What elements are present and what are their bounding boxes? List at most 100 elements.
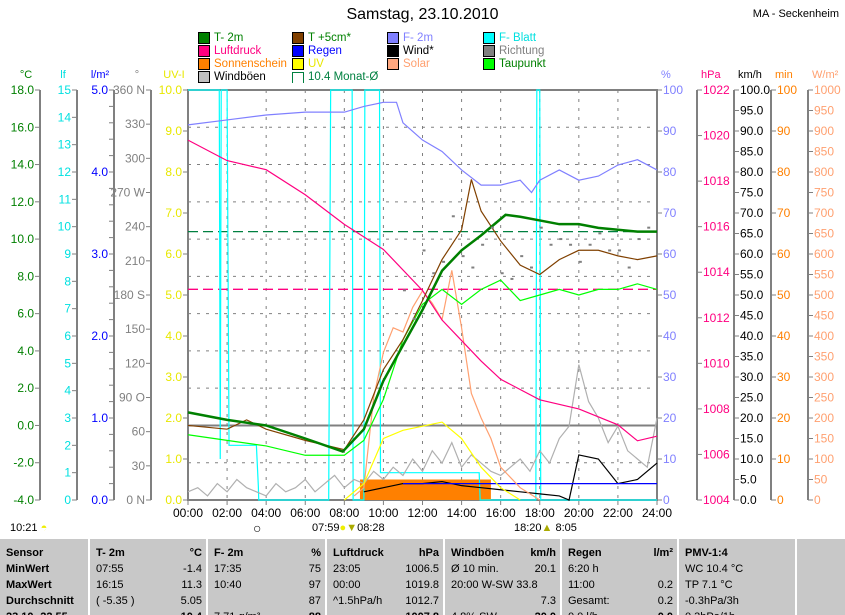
table-cell-row: 07:55 -1.4 xyxy=(96,561,202,577)
wind-direction-point xyxy=(569,243,573,246)
legend-item: F- Blatt xyxy=(483,32,536,44)
column-unit: km/h xyxy=(530,547,556,559)
legend-label: F- 2m xyxy=(403,32,434,44)
table-cell-row: 20:00 W-SW 33.8 xyxy=(451,577,556,593)
wind-direction-point xyxy=(490,226,494,229)
cell-value: 11.3 xyxy=(181,579,202,591)
axis-tick-label-wind: 15.0 xyxy=(740,432,764,446)
axis-tick-label-temp: 6.0 xyxy=(17,307,34,321)
cell-value: 1007.8 xyxy=(405,609,439,615)
legend-label: Luftdruck xyxy=(214,45,262,57)
table-cell-row: 6:20 h xyxy=(568,561,673,577)
axis-tick-label-wind: 20.0 xyxy=(740,411,764,425)
axis-tick-label-press: 1020 xyxy=(703,129,730,143)
axis-tick-label-solar: 50 xyxy=(814,473,828,487)
axis-tick-label-rain: 0.0 xyxy=(91,493,108,507)
cell-value: 20.0 xyxy=(535,609,556,615)
legend-label: F- Blatt xyxy=(499,32,537,44)
table-cell-row: WC 10.4 °C xyxy=(685,561,791,577)
row-label: 23.10.-22.55 xyxy=(6,609,68,615)
axis-tick-label-dir: 150 xyxy=(125,322,145,336)
wind-direction-point xyxy=(588,243,592,246)
axis-tick-label-press: 1004 xyxy=(703,493,730,507)
axis-tick-label-solar: 250 xyxy=(814,391,834,405)
moon-icon: ◓ xyxy=(40,522,48,534)
axis-tick-label-hum: 0 xyxy=(663,493,670,507)
wind-direction-point xyxy=(432,272,436,275)
axis-tick-label-press: 1014 xyxy=(703,265,730,279)
axis-tick-label-sun: 90 xyxy=(777,124,791,138)
axis-tick-label-sun: 100 xyxy=(777,83,797,97)
chart-title: Samstag, 23.10.2010 xyxy=(346,6,499,23)
table-cell-row: 87 xyxy=(214,593,321,609)
legend-item: T +5cm* xyxy=(292,32,351,44)
legend-item: Sonnenschein xyxy=(198,58,287,70)
axis-tick-label-dir: 360 N xyxy=(113,83,145,97)
legend-swatch xyxy=(292,58,304,70)
cell-value: -1.4 xyxy=(183,563,202,575)
axis-tick-label-sun: 80 xyxy=(777,165,791,179)
x-tick-label: 12:00 xyxy=(407,506,437,520)
axis-tick-label-solar: 150 xyxy=(814,432,834,446)
axis-tick-label-rain: 4.0 xyxy=(91,165,108,179)
legend-item: Wind* xyxy=(387,45,434,57)
axis-tick-label-solar: 350 xyxy=(814,350,834,364)
legend-swatch xyxy=(198,45,210,57)
row-label: Sensor xyxy=(6,547,44,559)
wind-direction-point xyxy=(559,238,563,241)
axis-tick-label-wind: 45.0 xyxy=(740,309,764,323)
legend-label: Wind* xyxy=(403,45,434,57)
axis-tick-label-press: 1008 xyxy=(703,402,730,416)
axis-tick-label-hum: 30 xyxy=(663,370,677,384)
x-tick-label: 14:00 xyxy=(447,506,477,520)
x-tick-label: 00:00 xyxy=(173,506,203,520)
x-tick-label: 10:00 xyxy=(368,506,398,520)
axis-unit-solar: W/m² xyxy=(812,69,839,81)
table-column: Regen l/m² 6:20 h 11:00 0.2 Gesamt: 0.2 0.0 l/h… xyxy=(560,539,677,615)
column-title: T- 2m xyxy=(96,547,125,559)
cell-label: 17:35 xyxy=(214,563,242,575)
axis-tick-label-wind: 55.0 xyxy=(740,268,764,282)
x-tick-label: 02:00 xyxy=(212,506,242,520)
axis-unit-hum: % xyxy=(661,69,671,81)
axis-tick-label-uv: 2.0 xyxy=(165,411,182,425)
axis-tick-label-leaf: 10 xyxy=(58,220,72,234)
legend-label: Solar xyxy=(403,58,430,70)
axis-tick-label-dir: 180 S xyxy=(114,288,145,302)
axis-tick-label-uv: 4.0 xyxy=(165,329,182,343)
series-line-f-2m xyxy=(187,101,658,194)
column-unit: l/m² xyxy=(653,547,673,559)
axis-tick-label-dir: 60 xyxy=(132,425,146,439)
legend-swatch xyxy=(292,32,304,44)
axis-tick-label-leaf: 7 xyxy=(64,302,71,316)
legend-swatch xyxy=(387,45,399,57)
axis-tick-label-press: 1012 xyxy=(703,311,730,325)
axis-tick-label-hum: 70 xyxy=(663,206,677,220)
x-tick-label: 22:00 xyxy=(603,506,633,520)
row-label: MinWert xyxy=(6,563,50,575)
axis-tick-label-wind: 40.0 xyxy=(740,329,764,343)
wind-direction-point xyxy=(529,266,533,269)
axis-tick-label-dir: 270 W xyxy=(110,186,145,200)
legend-label: Richtung xyxy=(499,45,545,57)
plot-frame xyxy=(187,89,658,501)
cell-label: 00:00 xyxy=(333,579,361,591)
axis-tick-label-rain: 1.0 xyxy=(91,411,108,425)
axis-tick-label-dir: 240 xyxy=(125,220,145,234)
axis-tick-label-leaf: 1 xyxy=(64,466,71,480)
x-tick-label: 04:00 xyxy=(251,506,281,520)
axis-unit-uv: UV-I xyxy=(163,69,184,81)
cell-value: 7.3 xyxy=(540,595,556,607)
moonrise-time: 10:21 ◓ xyxy=(10,522,48,534)
legend-label: T +5cm* xyxy=(308,32,351,44)
axis-tick-label-uv: 8.0 xyxy=(165,165,182,179)
axis-tick-label-leaf: 12 xyxy=(58,165,72,179)
cell-label: WC 10.4 °C xyxy=(685,563,744,575)
table-cell-row: 00:00 1019.8 xyxy=(333,577,439,593)
table-cell-row: 7.3 xyxy=(451,593,556,609)
series-line-windb-en xyxy=(187,364,658,497)
column-title: Luftdruck xyxy=(333,547,384,559)
axis-tick-label-solar: 600 xyxy=(814,247,834,261)
axis-tick-label-solar: 1000 xyxy=(814,83,841,97)
sun-arrow-icon: ▲ xyxy=(541,522,553,534)
